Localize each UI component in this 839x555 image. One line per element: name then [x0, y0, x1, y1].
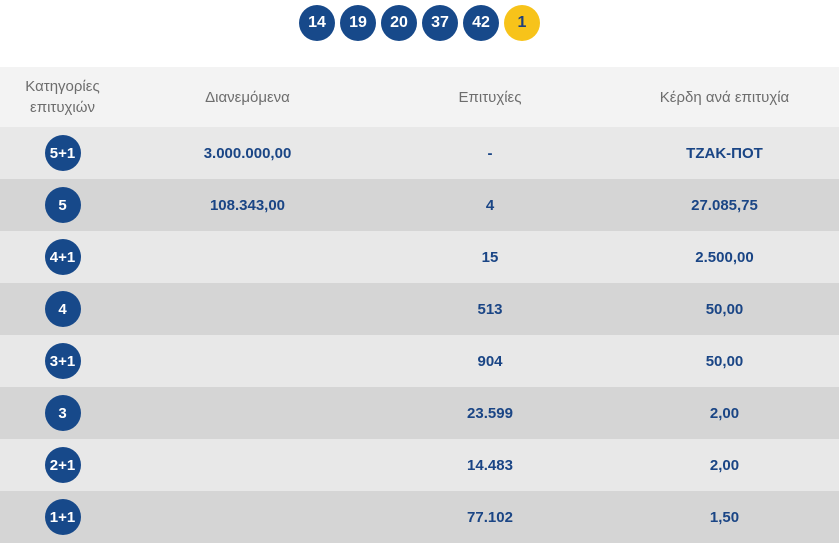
category-badge: 1+1	[44, 499, 81, 535]
prize-cell: 1,50	[709, 508, 740, 526]
winners-cell: 513	[477, 300, 503, 318]
category-badge: 3	[44, 395, 81, 431]
number-ball: 14	[299, 5, 335, 41]
winners-cell: 77.102	[467, 508, 513, 526]
number-ball: 20	[381, 5, 417, 41]
category-badge: 5+1	[44, 135, 81, 171]
number-ball: 19	[340, 5, 376, 41]
joker-ball: 1	[504, 5, 540, 41]
winners-cell: 904	[477, 352, 503, 370]
category-badge: 4	[44, 291, 81, 327]
table-row: 5 108.343,00 4 27.085,75	[0, 179, 839, 231]
number-ball: 37	[422, 5, 458, 41]
table-row: 2+1 14.483 2,00	[0, 439, 839, 491]
table-header: Κατηγορίες επιτυχιών Διανεμόμενα Επιτυχί…	[0, 67, 839, 127]
prize-cell: 2,00	[709, 456, 740, 474]
table-row: 4 513 50,00	[0, 283, 839, 335]
prize-cell: ΤΖΑΚ-ΠΟΤ	[686, 144, 763, 162]
number-ball: 42	[463, 5, 499, 41]
prize-table: Κατηγορίες επιτυχιών Διανεμόμενα Επιτυχί…	[0, 67, 839, 543]
prize-cell: 2.500,00	[695, 248, 754, 266]
prize-cell: 50,00	[705, 300, 744, 318]
header-winners: Επιτυχίες	[458, 88, 522, 106]
winners-cell: 14.483	[467, 456, 513, 474]
distributed-cell: 108.343,00	[209, 196, 286, 214]
category-badge: 3+1	[44, 343, 81, 379]
prize-cell: 50,00	[705, 352, 744, 370]
category-badge: 2+1	[44, 447, 81, 483]
prize-cell: 2,00	[709, 404, 740, 422]
winners-cell: 23.599	[467, 404, 513, 422]
winning-numbers: 14 19 20 37 42 1	[0, 5, 839, 41]
distributed-cell: 3.000.000,00	[203, 144, 292, 162]
table-row: 3 23.599 2,00	[0, 387, 839, 439]
table-row: 4+1 15 2.500,00	[0, 231, 839, 283]
header-category: Κατηγορίες επιτυχιών	[25, 78, 100, 116]
winners-cell: -	[487, 144, 493, 162]
table-row: 1+1 77.102 1,50	[0, 491, 839, 543]
header-distributed: Διανεμόμενα	[205, 88, 290, 106]
category-badge: 5	[44, 187, 81, 223]
winners-cell: 15	[481, 248, 499, 266]
header-prize: Κέρδη ανά επιτυχία	[659, 88, 790, 106]
prize-cell: 27.085,75	[691, 196, 758, 214]
table-row: 5+1 3.000.000,00 - ΤΖΑΚ-ΠΟΤ	[0, 127, 839, 179]
table-row: 3+1 904 50,00	[0, 335, 839, 387]
category-badge: 4+1	[44, 239, 81, 275]
winners-cell: 4	[485, 196, 495, 214]
